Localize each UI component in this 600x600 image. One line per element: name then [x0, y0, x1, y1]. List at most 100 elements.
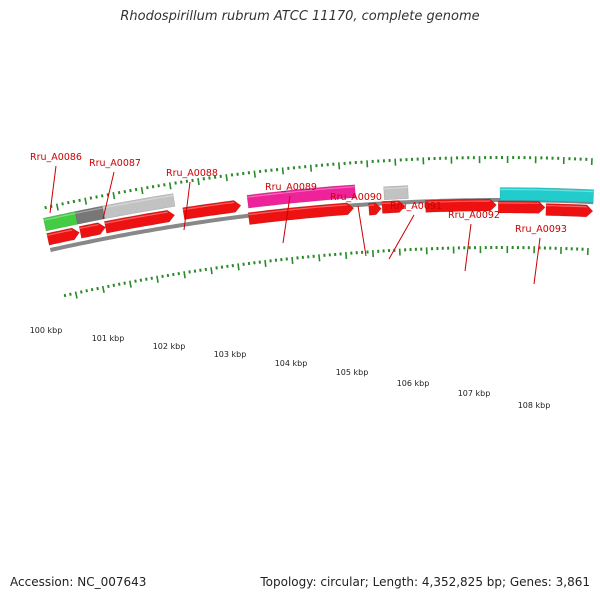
feature-highlight	[104, 211, 168, 224]
inner-minor-tick	[80, 290, 83, 294]
feature-highlight	[46, 229, 73, 236]
scale-label: 108 kbp	[518, 401, 551, 410]
genome-summary-text: Topology: circular; Length: 4,352,825 bp…	[260, 575, 590, 589]
inner-minor-tick	[134, 279, 137, 283]
cds-arrow[interactable]	[78, 222, 106, 239]
gene-label[interactable]: Rru_A0089	[265, 182, 317, 193]
outer-major-tick	[84, 197, 88, 205]
gene-block-light-gray[interactable]	[101, 193, 176, 220]
feature-highlight	[381, 202, 398, 205]
scale-label: 106 kbp	[397, 379, 430, 388]
cds-arrow[interactable]	[103, 209, 176, 234]
scale-label: 105 kbp	[336, 368, 369, 377]
cds-arrow[interactable]	[497, 200, 546, 214]
feature-highlight	[43, 212, 76, 221]
inner-minor-tick	[145, 277, 148, 281]
inner-minor-tick	[150, 276, 153, 280]
gene-block-magenta[interactable]	[246, 184, 356, 209]
inner-minor-tick	[107, 284, 110, 289]
cds-arrow[interactable]	[368, 202, 382, 216]
inner-minor-tick	[139, 278, 143, 282]
inner-minor-tick	[118, 282, 121, 286]
outer-minor-tick	[95, 195, 98, 199]
outer-major-tick	[253, 170, 256, 178]
feature-highlight	[500, 188, 594, 193]
feature-highlight	[182, 201, 235, 211]
outer-minor-tick	[180, 180, 183, 184]
inner-minor-tick	[69, 292, 72, 296]
outer-minor-tick	[67, 200, 70, 205]
feature-highlight	[425, 200, 491, 203]
outer-major-tick	[225, 174, 228, 182]
inner-tick-track	[63, 245, 589, 299]
cds-arrow[interactable]	[381, 200, 406, 214]
gene-label[interactable]: Rru_A0088	[166, 168, 218, 179]
gene-label[interactable]: Rru_A0086	[30, 152, 82, 163]
gene-leader-line	[282, 195, 291, 244]
cds-arrow[interactable]	[425, 198, 497, 213]
inner-minor-tick	[112, 283, 116, 287]
scale-label-layer: 100 kbp 101 kbp 102 kbp 103 kbp 104 kbp 105 k…	[30, 326, 551, 410]
outer-minor-tick	[163, 183, 166, 187]
gene-leader-line	[464, 223, 472, 272]
inner-minor-tick	[90, 287, 94, 292]
gene-leader-line	[357, 205, 367, 257]
inner-minor-tick	[85, 289, 88, 293]
outer-minor-tick	[72, 199, 76, 204]
inner-major-tick	[183, 271, 186, 279]
outer-minor-tick	[123, 189, 127, 194]
feature-highlight	[248, 204, 348, 216]
scale-label: 103 kbp	[214, 350, 247, 359]
cds-arrow[interactable]	[182, 200, 242, 220]
inner-minor-tick	[96, 286, 99, 291]
gene-label[interactable]: Rru_A0091	[390, 201, 442, 212]
feature-highlight	[546, 204, 587, 208]
outer-tick-track	[44, 155, 593, 211]
outer-major-tick	[197, 177, 200, 186]
inner-minor-tick	[166, 273, 170, 278]
outer-major-tick	[168, 182, 172, 190]
outer-major-tick	[112, 192, 116, 200]
inner-major-tick	[74, 291, 78, 299]
scale-label: 100 kbp	[30, 326, 63, 335]
cds-arrow[interactable]	[247, 202, 355, 225]
gene-label[interactable]: Rru_A0090	[330, 192, 382, 203]
inner-major-tick	[210, 267, 213, 275]
gene-leader-line	[102, 171, 115, 220]
inner-major-tick	[318, 254, 321, 262]
outer-minor-tick	[117, 191, 121, 195]
gene-label-layer: Rru_A0086 Rru_A0087 Rru_A0088 Rru_A0089 Rru_…	[30, 152, 567, 285]
outer-minor-tick	[61, 202, 64, 206]
feature-highlight	[79, 224, 99, 229]
outer-minor-tick	[129, 188, 132, 193]
inner-major-tick	[264, 259, 267, 267]
inner-major-tick	[291, 256, 294, 264]
cds-arrow[interactable]	[545, 203, 594, 218]
outer-minor-tick	[78, 198, 81, 203]
inner-minor-tick	[172, 272, 175, 277]
outer-major-tick	[55, 203, 59, 211]
outer-major-tick	[309, 164, 313, 172]
outer-minor-tick	[134, 187, 138, 192]
outer-minor-tick	[89, 196, 93, 200]
feature-highlight	[247, 186, 355, 198]
outer-minor-tick	[157, 184, 160, 188]
cds-arrow[interactable]	[46, 227, 80, 246]
outer-minor-tick	[146, 186, 149, 190]
accession-text: Accession: NC_007643	[10, 575, 147, 589]
gene-block-cyan[interactable]	[499, 187, 595, 204]
inner-major-tick	[237, 263, 240, 271]
gene-label[interactable]: Rru_A0087	[89, 158, 141, 169]
gene-block-light-gray[interactable]	[383, 185, 409, 201]
outer-major-tick	[140, 186, 144, 195]
outer-minor-tick	[100, 194, 104, 198]
gene-leader-line	[388, 214, 415, 260]
outer-minor-tick	[151, 185, 155, 189]
gene-label[interactable]: Rru_A0092	[448, 210, 500, 221]
gene-label[interactable]: Rru_A0093	[515, 224, 567, 235]
outer-minor-tick	[208, 176, 211, 180]
scale-label: 104 kbp	[275, 359, 308, 368]
feature-track	[42, 184, 595, 246]
outer-major-tick	[281, 167, 285, 175]
